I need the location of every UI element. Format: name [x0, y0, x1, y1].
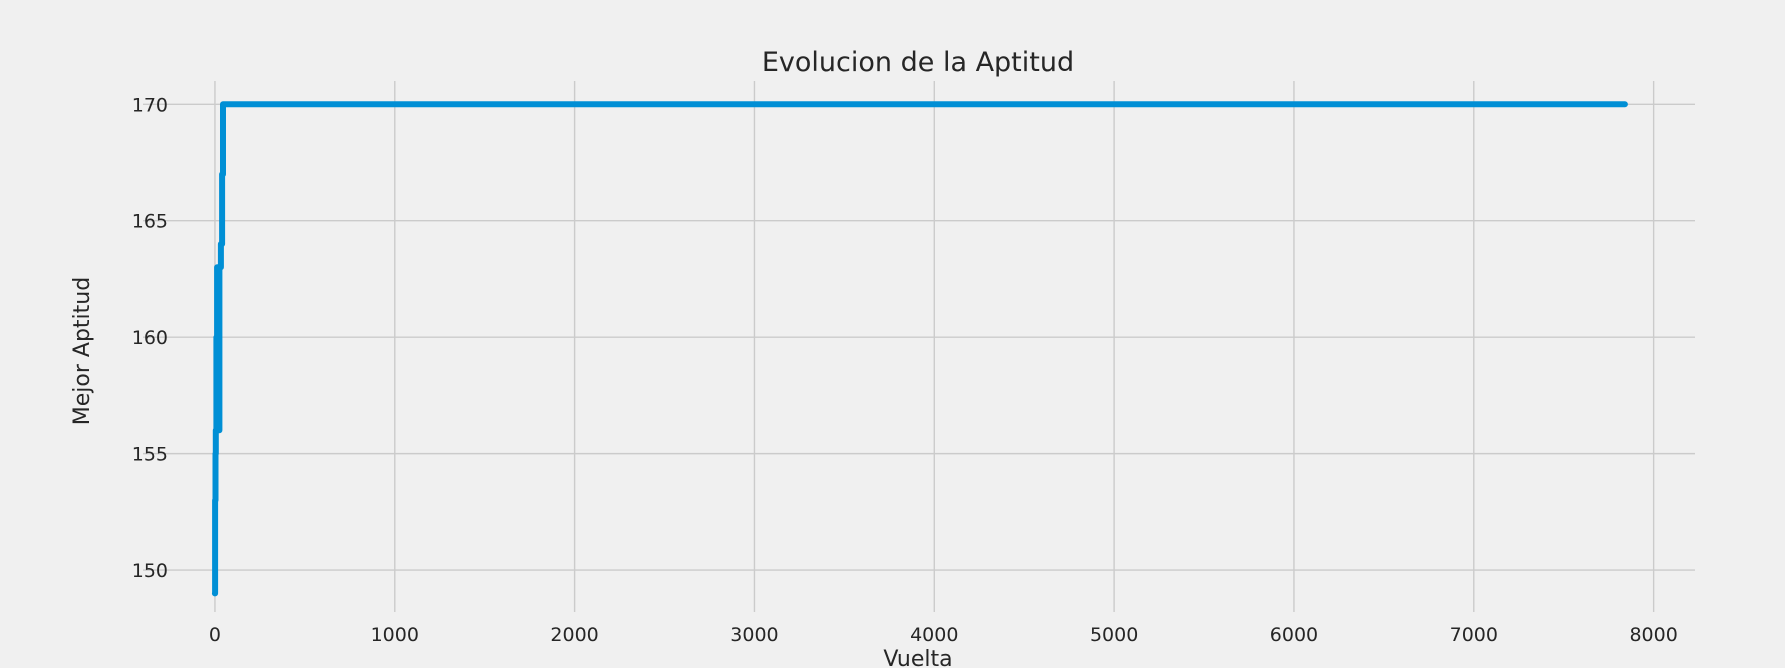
x-tick-label: 6000	[1270, 624, 1318, 646]
x-tick-label: 3000	[730, 624, 778, 646]
x-tick-label: 0	[209, 624, 221, 646]
x-tick-labels: 0 1000 2000 3000 4000 5000 6000 7000 8000	[209, 624, 1678, 646]
x-tick-label: 7000	[1450, 624, 1498, 646]
x-tick-label: 5000	[1090, 624, 1138, 646]
y-tick-label: 160	[132, 327, 168, 349]
y-tick-label: 165	[132, 211, 168, 233]
series-layer	[211, 101, 1628, 597]
y-tick-label: 150	[132, 560, 168, 582]
y-axis-label: Mejor Aptitud	[70, 277, 95, 425]
y-tick-label: 170	[132, 94, 168, 116]
x-tick-label: 1000	[371, 624, 419, 646]
x-axis-label: Vuelta	[883, 647, 952, 668]
x-tick-label: 4000	[910, 624, 958, 646]
x-tick-label: 2000	[550, 624, 598, 646]
chart-title: Evolucion de la Aptitud	[762, 47, 1074, 78]
series-line	[211, 101, 1628, 597]
y-tick-labels: 150 155 160 165 170	[132, 94, 168, 582]
x-tick-label: 8000	[1629, 624, 1677, 646]
y-tick-label: 155	[132, 444, 168, 466]
